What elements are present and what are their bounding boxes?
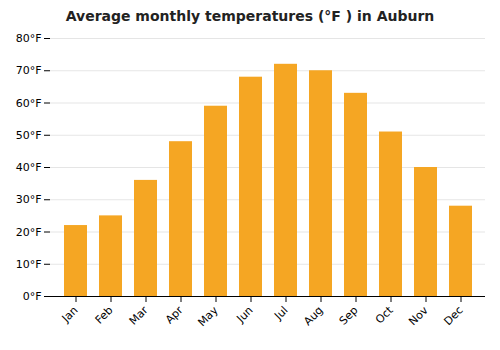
html-text:Average monthly temperatures (: Average monthly temperatures (°F ) in Au… [65,8,435,24]
svg-text:50°F: 50°F [16,129,42,142]
svg-text:Apr: Apr [163,303,186,326]
svg-text:40°F: 40°F [16,161,42,174]
svg-text:May: May [195,303,221,329]
svg-text:Sep: Sep [337,304,361,328]
svg-text:Jun: Jun [234,304,256,326]
svg-text:Dec: Dec [441,304,465,328]
svg-text:Nov: Nov [406,303,431,328]
svg-text:20°F: 20°F [16,226,42,239]
svg-text:70°F: 70°F [16,64,42,77]
svg-text:30°F: 30°F [16,193,42,206]
svg-text:Jan: Jan [59,304,81,326]
svg-text:10°F: 10°F [16,258,42,271]
svg-text:0°F: 0°F [23,290,42,303]
svg-text:Mar: Mar [127,303,151,327]
svg-text:60°F: 60°F [16,97,42,110]
svg-text:Oct: Oct [373,303,396,326]
svg-text:Jul: Jul [271,304,290,323]
svg-text:Aug: Aug [301,304,325,328]
svg-text:80°F: 80°F [16,32,42,45]
svg-text:Feb: Feb [93,304,116,327]
